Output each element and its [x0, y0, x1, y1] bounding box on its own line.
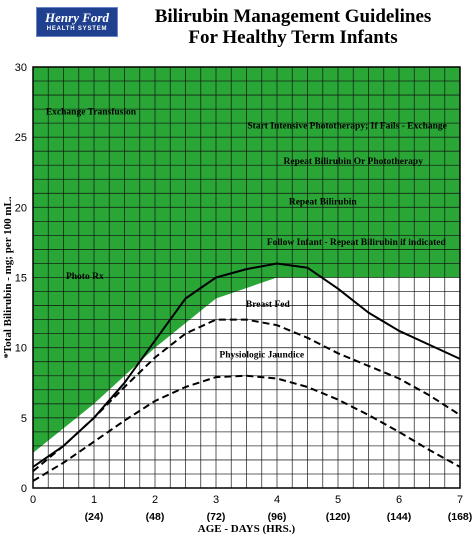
x-tick-label: 6: [396, 494, 402, 506]
annotation-repeat-bilirubin: Repeat Bilirubin: [289, 198, 358, 208]
annotation-repeat-bilirubin-or-phototherapy: Repeat Bilirubin Or Phototherapy: [284, 157, 424, 167]
y-tick-label: 5: [21, 413, 27, 425]
y-tick-label: 15: [15, 273, 27, 285]
annotation-exchange-transfusion: Exchange Transfusion: [46, 108, 137, 118]
y-tick-label: 0: [21, 483, 27, 495]
annotation-breast-fed: Breast Fed: [246, 300, 291, 310]
annotation-start-intensive-phototherapy-if-fails-exchange: Start Intensive Phototherapy; If Fails -…: [247, 122, 447, 132]
annotation-photo-rx: Photo Rx: [66, 272, 104, 282]
x-tick-hours-label: (144): [387, 511, 412, 523]
chart-title: Bilirubin Management Guidelines For Heal…: [128, 6, 458, 48]
series-breast-fed: [32, 262, 461, 468]
x-tick-label: 2: [152, 494, 158, 506]
x-tick-label: 1: [91, 494, 97, 506]
x-tick-label: 3: [213, 494, 219, 506]
title-line-2: For Healthy Term Infants: [188, 27, 398, 48]
y-tick-label: 25: [15, 132, 27, 144]
logo-subtitle: HEALTH SYSTEM: [46, 26, 108, 32]
y-tick-label: 30: [15, 62, 27, 74]
y-axis-title: *Total Bilirubin - mg; per 100 mL.: [2, 196, 14, 359]
x-tick-hours-label: (168): [448, 511, 473, 523]
y-tick-label: 10: [15, 343, 27, 355]
x-tick-hours-label: (120): [326, 511, 351, 523]
series-curve-3: [32, 374, 461, 482]
plot-frame: [32, 66, 461, 489]
logo-script: Henry Ford: [45, 10, 109, 25]
x-tick-hours-label: (72): [207, 511, 226, 523]
x-tick-hours-label: (96): [268, 511, 287, 523]
series-physiologic-jaundice: [32, 318, 461, 472]
annotation-physiologic-jaundice: Physiologic Jaundice: [219, 350, 304, 360]
y-tick-label: 20: [15, 202, 27, 214]
x-tick-label: 5: [335, 494, 341, 506]
x-axis-title: AGE - DAYS (HRS.): [198, 523, 296, 535]
x-tick-label: 4: [274, 494, 280, 506]
title-line-1: Bilirubin Management Guidelines: [154, 6, 432, 27]
henry-ford-logo: Henry Ford HEALTH SYSTEM: [36, 7, 118, 37]
x-tick-label: 7: [457, 494, 463, 506]
x-tick-hours-label: (48): [146, 511, 165, 523]
x-tick-hours-label: (24): [85, 511, 104, 523]
x-tick-label: 0: [30, 494, 36, 506]
annotation-follow-infant-repeat-bilirubin-if-indicated: Follow Infant - Repeat Bilirubin if indi…: [267, 238, 447, 248]
